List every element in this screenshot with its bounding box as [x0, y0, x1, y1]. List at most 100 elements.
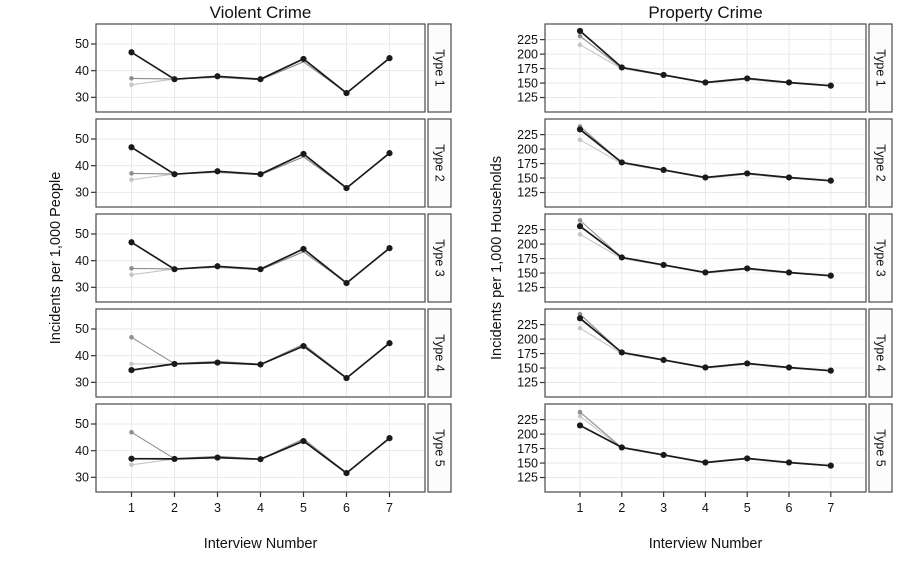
panel-border — [544, 308, 867, 398]
x-tick-label: 7 — [386, 501, 393, 515]
y-tick-label: 40 — [75, 64, 89, 78]
panel-border — [95, 118, 426, 208]
data-point — [300, 55, 307, 63]
data-point-gray — [577, 409, 583, 415]
chart-title-property-crime: Property Crime — [648, 3, 763, 22]
data-point — [702, 364, 709, 371]
data-point — [660, 261, 667, 269]
facet-strip-label: Type 4 — [874, 334, 888, 372]
data-point — [744, 75, 751, 82]
data-point — [785, 364, 793, 371]
data-point — [785, 79, 793, 86]
data-point-gray — [577, 325, 583, 331]
y-tick-label: 40 — [75, 159, 89, 173]
y-tick-label: 225 — [517, 318, 538, 332]
data-point — [785, 269, 793, 276]
data-point — [618, 349, 625, 356]
facet-strip — [868, 23, 893, 113]
data-point — [128, 144, 135, 151]
y-tick-label: 175 — [517, 347, 538, 361]
data-point — [343, 374, 350, 382]
data-point — [171, 76, 178, 83]
y-tick-label: 200 — [517, 237, 538, 251]
y-tick-label: 40 — [75, 254, 89, 268]
facet-strip — [427, 213, 452, 303]
data-point — [827, 82, 834, 89]
data-point-gray — [129, 76, 134, 81]
y-tick-label: 125 — [517, 281, 538, 295]
data-point — [128, 366, 135, 374]
y-tick-label: 225 — [517, 413, 538, 427]
data-point-gray — [129, 82, 134, 88]
x-tick-label: 4 — [257, 501, 264, 515]
data-point — [660, 166, 667, 174]
y-tick-label: 30 — [75, 376, 89, 390]
data-point — [386, 245, 393, 252]
y-tick-label: 175 — [517, 252, 538, 266]
y-tick-label: 175 — [517, 442, 538, 456]
y-tick-label: 30 — [75, 186, 89, 200]
data-point — [257, 76, 264, 83]
facet-strip-label: Type 4 — [433, 334, 447, 372]
data-point — [257, 171, 264, 178]
y-tick-label: 50 — [75, 37, 89, 51]
facet-strip-label: Type 2 — [433, 144, 447, 182]
facet-strip — [427, 118, 452, 208]
data-point — [576, 422, 584, 429]
data-point — [618, 159, 625, 166]
data-point — [386, 55, 393, 62]
data-point — [343, 279, 350, 287]
facet-strip — [427, 403, 452, 493]
y-tick-label: 175 — [517, 157, 538, 171]
y-tick-label: 150 — [517, 76, 538, 90]
x-tick-label: 1 — [128, 501, 135, 515]
data-point — [257, 456, 264, 463]
data-point — [257, 266, 264, 273]
data-point — [171, 455, 178, 463]
data-point — [214, 454, 221, 461]
data-point — [386, 435, 393, 442]
panel-border — [544, 118, 867, 208]
data-point — [300, 245, 307, 253]
data-point-gray — [577, 42, 583, 48]
data-point — [827, 177, 834, 184]
y-tick-label: 150 — [517, 266, 538, 280]
data-point — [300, 342, 307, 350]
panel-border — [95, 23, 426, 113]
facet-strip — [868, 213, 893, 303]
data-point — [128, 49, 135, 56]
facet-strip — [427, 23, 452, 113]
y-tick-label: 150 — [517, 171, 538, 185]
panel-border — [95, 213, 426, 303]
y-tick-label: 225 — [517, 128, 538, 142]
data-point — [214, 168, 221, 175]
data-point — [702, 459, 709, 466]
y-tick-label: 40 — [75, 349, 89, 363]
data-point — [576, 223, 584, 230]
data-point-gray — [129, 462, 134, 468]
data-point — [702, 79, 709, 86]
data-point — [785, 174, 793, 181]
y-tick-label: 150 — [517, 361, 538, 375]
x-tick-label: 5 — [744, 501, 751, 515]
y-tick-label: 40 — [75, 444, 89, 458]
data-point — [618, 444, 625, 451]
data-point — [214, 263, 221, 270]
facet-strip — [868, 403, 893, 493]
x-axis-label-left: Interview Number — [203, 536, 318, 552]
y-tick-label: 225 — [517, 223, 538, 237]
x-tick-label: 1 — [577, 501, 584, 515]
data-point — [386, 150, 393, 157]
x-axis-label-right: Interview Number — [648, 536, 763, 552]
y-tick-label: 30 — [75, 91, 89, 105]
facet-strip — [868, 118, 893, 208]
x-tick-label: 2 — [171, 501, 178, 515]
y-tick-label: 225 — [517, 33, 538, 47]
x-tick-label: 3 — [660, 501, 667, 515]
data-point — [386, 340, 393, 347]
facet-strip-label: Type 2 — [874, 144, 888, 182]
data-point-gray — [129, 429, 134, 435]
data-point-gray — [577, 137, 583, 143]
data-point — [343, 89, 350, 97]
